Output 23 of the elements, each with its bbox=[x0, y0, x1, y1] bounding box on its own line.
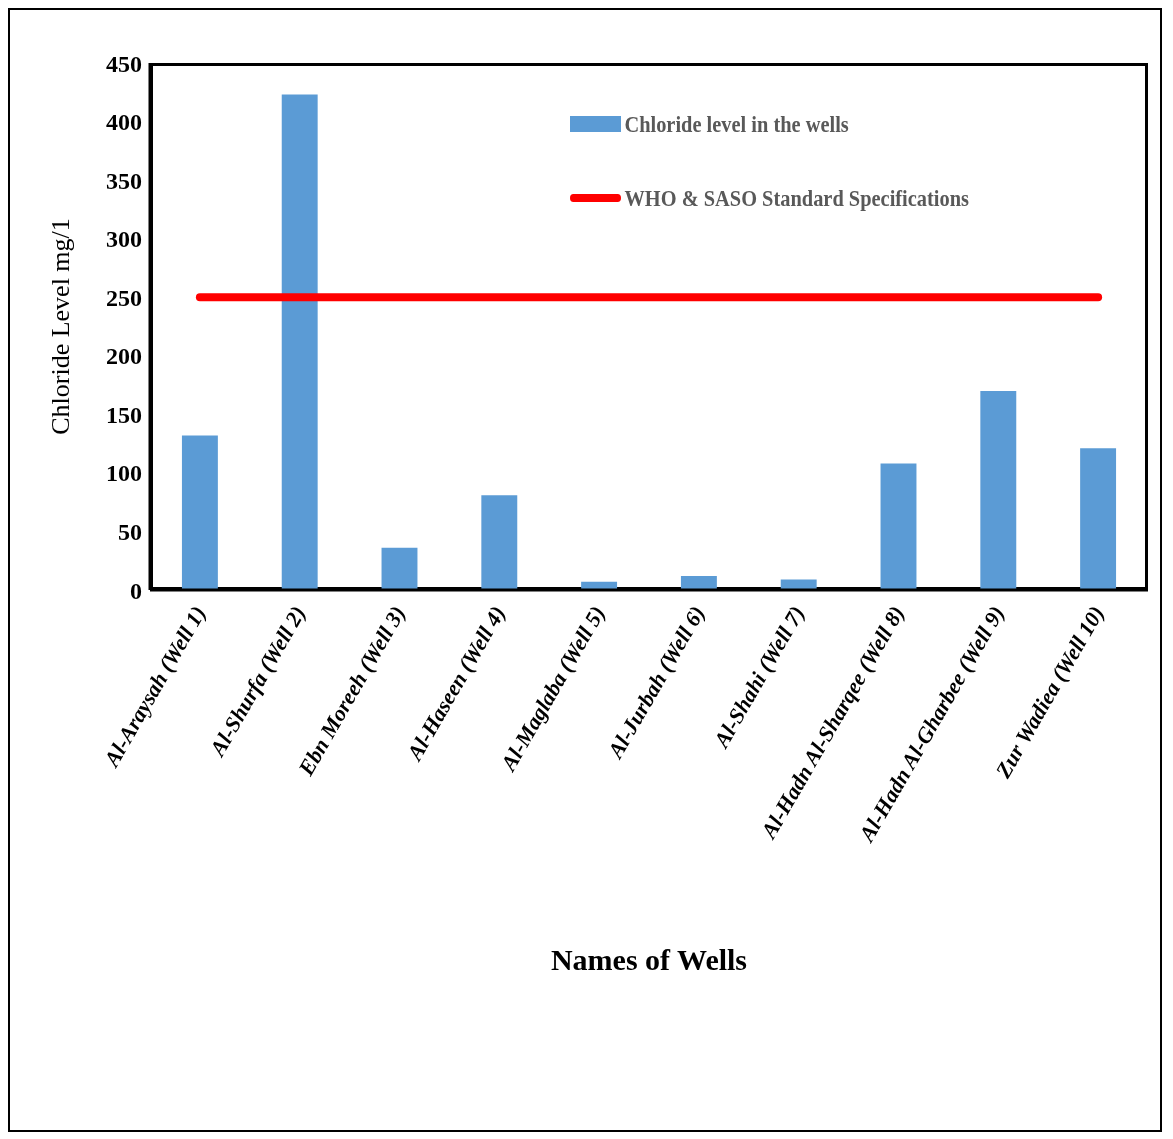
y-axis-title: Chloride Level mg/1 bbox=[46, 218, 76, 435]
y-tick-label: 300 bbox=[106, 226, 142, 253]
x-axis-title: Names of Wells bbox=[550, 943, 748, 976]
bar bbox=[481, 495, 518, 590]
y-tick-label: 450 bbox=[106, 50, 142, 77]
y-tick-label: 0 bbox=[130, 577, 142, 604]
y-tick-label: 100 bbox=[106, 460, 142, 487]
y-tick-label: 350 bbox=[106, 167, 142, 194]
bar bbox=[181, 435, 218, 590]
bar bbox=[880, 463, 917, 590]
legend-label: Chloride level in the wells bbox=[624, 110, 849, 138]
bar bbox=[281, 94, 318, 590]
y-tick-label: 400 bbox=[106, 109, 142, 136]
y-tick-label: 150 bbox=[106, 401, 142, 428]
bar bbox=[381, 547, 418, 590]
legend-label: WHO & SASO Standard Specifications bbox=[624, 184, 969, 212]
y-tick-label: 250 bbox=[106, 284, 142, 311]
bar bbox=[780, 579, 817, 590]
bar bbox=[680, 575, 717, 590]
bar bbox=[1080, 448, 1117, 590]
bar bbox=[980, 390, 1017, 590]
y-tick-label: 200 bbox=[106, 343, 142, 370]
y-tick-label: 50 bbox=[118, 518, 142, 545]
